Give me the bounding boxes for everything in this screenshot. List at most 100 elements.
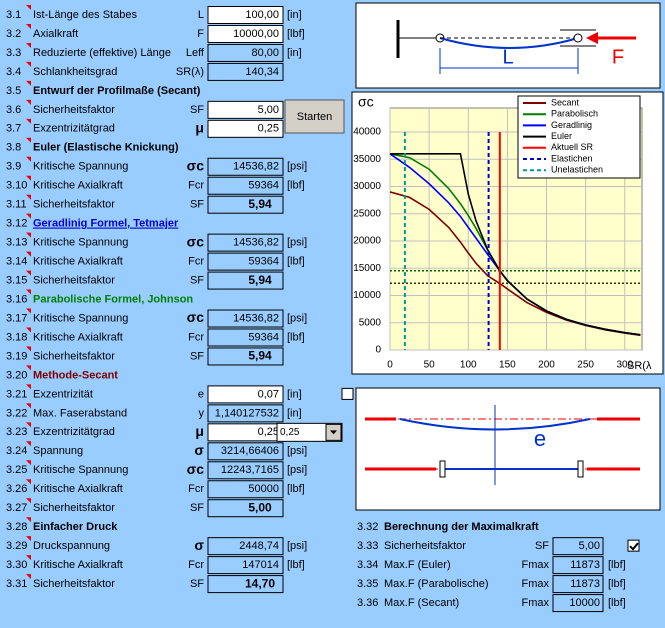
row-value: 140,34 — [245, 66, 279, 78]
section-heading: Geradlinig Formel, Tetmajer — [33, 218, 179, 230]
value-cell — [207, 62, 284, 81]
row-symbol: σc — [187, 233, 205, 249]
row-label: Sicherheitsfaktor — [384, 540, 466, 552]
row-number: 3.12 — [6, 218, 27, 230]
row-symbol: L — [198, 9, 204, 21]
value-cell — [207, 328, 284, 347]
row-value: 11873 — [570, 559, 600, 571]
value-cell — [207, 252, 284, 271]
row-label: Max. Faserabstand — [33, 407, 127, 419]
row-label: Schlankheitsgrad — [33, 66, 117, 78]
checkbox[interactable] — [627, 539, 640, 552]
row-label: Spannung — [33, 445, 83, 457]
value-cell — [207, 480, 284, 499]
row-number: 3.17 — [6, 312, 27, 324]
row-label: Kritische Spannung — [33, 237, 128, 249]
legend-label: Euler — [551, 131, 572, 141]
row-unit: [lbf] — [287, 559, 305, 571]
row-number: 3.20 — [6, 369, 27, 381]
row-label: Ist-Länge des Stabes — [33, 9, 137, 21]
comment-marker — [26, 137, 31, 143]
row-number: 3.36 — [357, 597, 378, 609]
comment-marker — [26, 5, 31, 10]
value-cell — [207, 195, 284, 214]
comment-marker — [26, 156, 31, 162]
section-heading: Einfacher Druck — [33, 521, 118, 533]
comment-marker — [26, 308, 31, 314]
row-label: Exzentrizität — [33, 388, 93, 400]
row-number: 3.15 — [6, 274, 27, 286]
row-label: Kritische Spannung — [33, 464, 128, 476]
section-heading: Berechnung der Maximalkraft — [384, 521, 539, 533]
row-number: 3.18 — [6, 331, 27, 343]
button-label: Starten — [297, 111, 332, 123]
checkbox[interactable] — [341, 387, 354, 400]
comment-marker — [26, 346, 31, 352]
input-cell[interactable] — [207, 385, 284, 404]
y-tick-label: 15000 — [353, 263, 381, 274]
x-tick-label: 200 — [538, 360, 555, 371]
value-cell — [207, 575, 284, 594]
x-tick-label: 250 — [577, 360, 594, 371]
input-cell[interactable] — [207, 6, 284, 24]
diagram-top: L F — [355, 2, 661, 89]
row-unit: [lbf] — [287, 483, 305, 495]
comment-marker — [26, 61, 31, 67]
input-cell[interactable] — [207, 100, 284, 119]
row-symbol: σc — [187, 309, 205, 325]
end — [577, 460, 584, 478]
dropdown-arrow — [330, 430, 337, 435]
row-value: 59364 — [248, 180, 279, 192]
row-unit: [lbf] — [287, 331, 305, 343]
row-number: 3.13 — [6, 237, 27, 249]
row-unit: [psi] — [287, 161, 307, 173]
y-tick-label: 30000 — [353, 181, 381, 192]
row-number: 3.33 — [357, 540, 378, 552]
row-value: 14536,82 — [233, 312, 279, 324]
legend-label: Parabolisch — [551, 109, 598, 119]
row-number: 3.32 — [357, 521, 378, 533]
row-symbol: Fmax — [522, 597, 550, 609]
legend-label: Geradlinig — [551, 120, 592, 130]
value-cell — [552, 537, 604, 556]
row-symbol: F — [197, 28, 204, 40]
row-number: 3.23 — [6, 426, 27, 438]
button[interactable] — [284, 99, 345, 134]
x-axis-label: SR(λ — [627, 360, 652, 372]
row-symbol: SF — [190, 578, 204, 590]
row-number: 3.4 — [6, 66, 21, 78]
row-unit: [psi] — [287, 464, 307, 476]
row-symbol: μ — [195, 120, 204, 136]
row-symbol: Leff — [186, 47, 205, 59]
x-tick-label: 300 — [616, 360, 633, 371]
row-label: Kritische Axialkraft — [33, 483, 123, 495]
row-symbol: Fmax — [522, 578, 550, 590]
row-value: 0,07 — [258, 388, 279, 400]
row-label: Kritische Axialkraft — [33, 331, 123, 343]
value-cell — [552, 556, 604, 575]
row-label: Max.F (Parabolische) — [384, 578, 489, 590]
row-number: 3.30 — [6, 559, 27, 571]
row-number: 3.5 — [6, 85, 21, 97]
row-number: 3.6 — [6, 104, 21, 116]
comment-marker — [26, 479, 31, 485]
row-symbol: σ — [194, 537, 204, 553]
comment-marker — [26, 555, 31, 561]
row-value: 14536,82 — [233, 237, 279, 249]
row-label: Sicherheitsfaktor — [33, 104, 115, 116]
row-symbol: Fmax — [522, 559, 550, 571]
row-label: Kritische Axialkraft — [33, 256, 123, 268]
row-value: 11873 — [570, 578, 600, 590]
row-number: 3.1 — [6, 9, 21, 21]
section-heading: Euler (Elastische Knickung) — [33, 142, 179, 154]
row-value: 80,00 — [251, 47, 279, 59]
row-unit: [lbf] — [608, 578, 626, 590]
row-value: 5,00 — [579, 540, 600, 552]
row-unit: [in] — [287, 47, 302, 59]
value-cell — [207, 442, 284, 461]
input-cell[interactable] — [207, 24, 284, 43]
row-value: 59364 — [248, 256, 279, 268]
row-value: 5,00 — [258, 104, 279, 116]
force-label: F — [612, 46, 624, 68]
input-cell[interactable] — [207, 119, 284, 138]
